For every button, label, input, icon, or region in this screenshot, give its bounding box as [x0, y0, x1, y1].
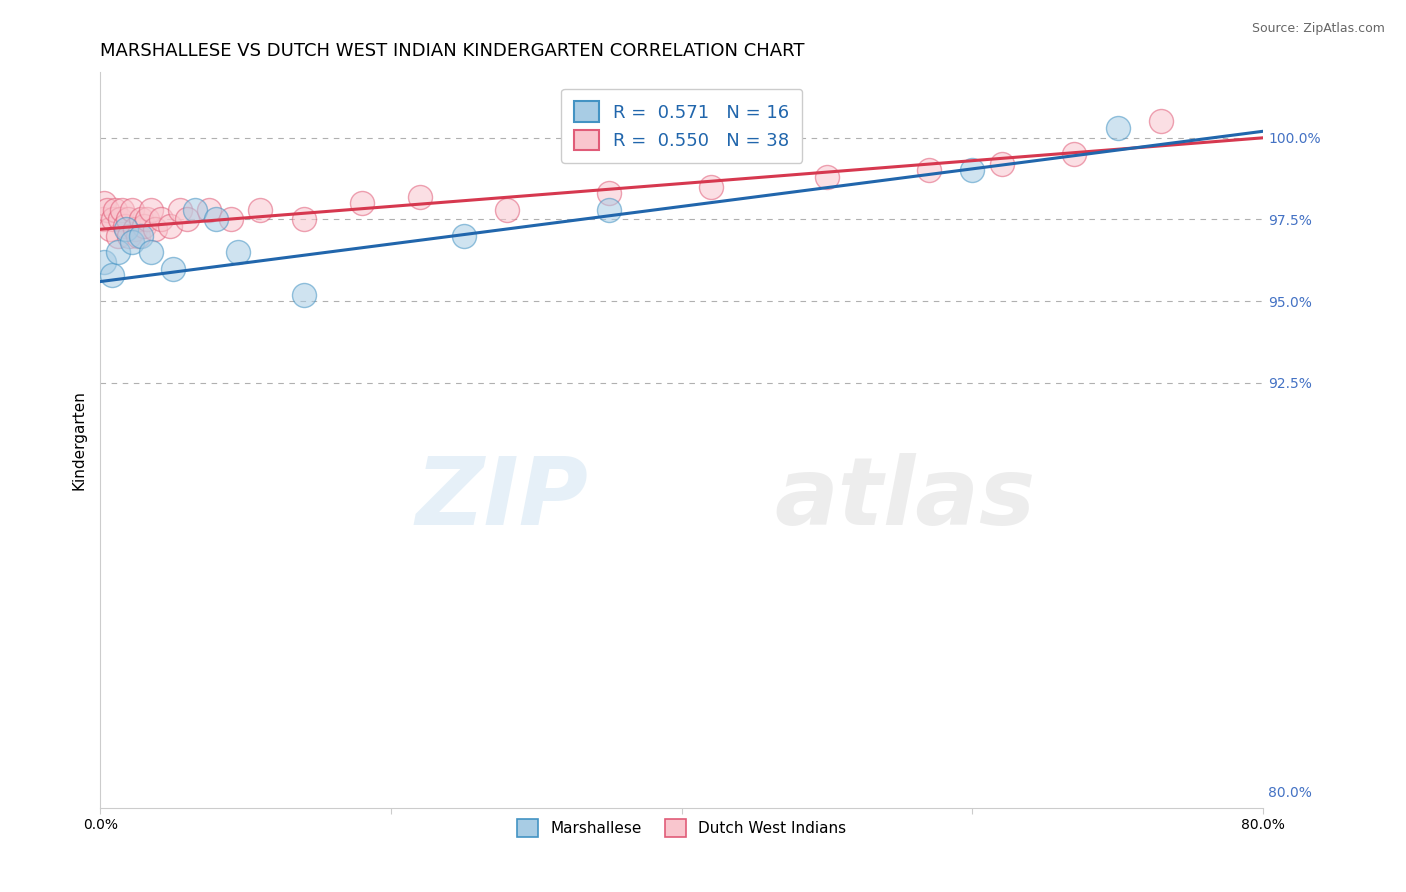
Point [249, 202, 271, 217]
Point [1063, 147, 1085, 161]
Point [159, 219, 181, 233]
Point [121, 202, 143, 217]
Point [292, 212, 315, 227]
Point [205, 212, 228, 227]
Point [815, 169, 838, 184]
Point [104, 202, 127, 217]
Point [93, 255, 115, 269]
Y-axis label: Kindergarten: Kindergarten [72, 390, 86, 490]
Point [107, 245, 129, 260]
Text: Source: ZipAtlas.com: Source: ZipAtlas.com [1251, 22, 1385, 36]
Point [110, 212, 132, 227]
Point [350, 196, 373, 211]
Point [132, 219, 155, 233]
Point [496, 202, 519, 217]
Point [93, 196, 115, 211]
Point [169, 202, 191, 217]
Point [98, 222, 121, 236]
Point [96, 202, 118, 217]
Point [962, 163, 984, 178]
Point [139, 202, 162, 217]
Point [176, 212, 198, 227]
Point [124, 222, 146, 236]
Point [162, 261, 184, 276]
Point [918, 163, 941, 178]
Point [150, 212, 173, 227]
Point [139, 245, 162, 260]
Point [198, 202, 221, 217]
Point [111, 202, 134, 217]
Point [117, 212, 139, 227]
Point [118, 228, 141, 243]
Text: atlas: atlas [775, 453, 1036, 545]
Text: ZIP: ZIP [416, 453, 589, 545]
Point [107, 228, 129, 243]
Point [129, 228, 152, 243]
Point [700, 179, 723, 194]
Point [990, 157, 1012, 171]
Point [598, 186, 620, 201]
Point [453, 228, 475, 243]
Point [292, 287, 315, 301]
Point [114, 219, 136, 233]
Point [183, 202, 205, 217]
Point [145, 222, 167, 236]
Point [409, 189, 432, 203]
Text: MARSHALLESE VS DUTCH WEST INDIAN KINDERGARTEN CORRELATION CHART: MARSHALLESE VS DUTCH WEST INDIAN KINDERG… [100, 42, 804, 60]
Point [127, 228, 149, 243]
Point [1107, 120, 1129, 135]
Point [129, 212, 152, 227]
Legend: Marshallese, Dutch West Indians: Marshallese, Dutch West Indians [509, 812, 853, 844]
Point [226, 245, 249, 260]
Point [135, 212, 157, 227]
Point [1150, 114, 1173, 128]
Point [598, 202, 620, 217]
Point [121, 235, 143, 250]
Point [219, 212, 242, 227]
Point [91, 212, 114, 227]
Point [103, 212, 125, 227]
Point [115, 222, 138, 236]
Point [100, 268, 122, 282]
